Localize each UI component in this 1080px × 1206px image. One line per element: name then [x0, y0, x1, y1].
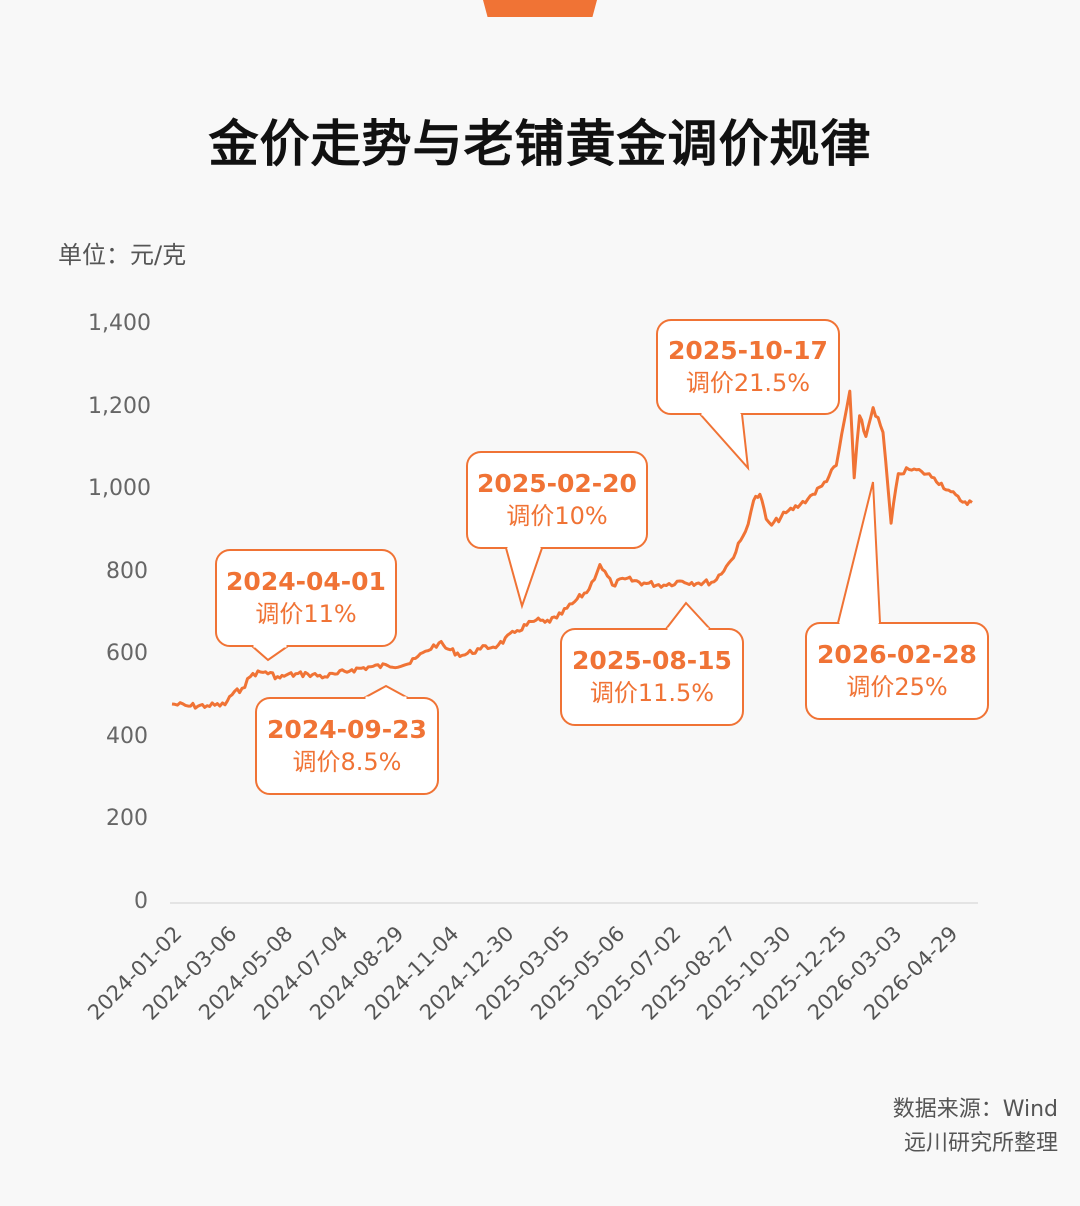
- y-tick-label: 400: [106, 723, 148, 749]
- callout-adjustment: 调价25%: [846, 673, 948, 701]
- callout-pointer: [837, 481, 881, 624]
- callout-adjustment: 调价21.5%: [685, 369, 811, 397]
- callout-box: [805, 622, 989, 720]
- unit-label: 单位：元/克: [58, 241, 187, 269]
- callout-text: 2026-02-28 调价25%: [806, 639, 988, 703]
- callout-date: 2025-02-20: [477, 469, 637, 498]
- callout-adjustment: 调价11.5%: [589, 679, 715, 707]
- y-tick-label: 1,200: [88, 393, 151, 419]
- callout-box: [215, 549, 397, 647]
- callout-box: [255, 697, 439, 795]
- source-note: 数据来源：Wind 远川研究所整理: [893, 1093, 1058, 1161]
- callout-pointer: [251, 645, 289, 662]
- top-accent-tab: [483, 0, 597, 17]
- callout-text: 2025-02-20 调价10%: [467, 468, 647, 532]
- callout-pointer: [699, 413, 750, 472]
- y-tick-label: 1,000: [88, 476, 151, 502]
- source-line: 数据来源：Wind: [892, 1097, 1058, 1122]
- callout-pointer: [505, 547, 543, 610]
- callout-date: 2024-04-01: [226, 567, 386, 596]
- callout-date: 2026-02-28: [817, 640, 977, 669]
- callout-box: [560, 628, 744, 726]
- y-tick-label: 0: [134, 889, 148, 914]
- y-tick-label: 1,400: [88, 311, 151, 336]
- callout-date: 2025-10-17: [668, 336, 828, 365]
- callout-date: 2025-08-15: [572, 646, 732, 675]
- y-tick-label: 600: [106, 641, 148, 667]
- callout-box: [656, 319, 840, 415]
- callout-text: 2025-08-15 调价11.5%: [561, 645, 743, 709]
- callout-adjustment: 调价11%: [255, 600, 357, 628]
- callout-adjustment: 调价10%: [506, 502, 608, 530]
- gold-price-line: [171, 389, 973, 710]
- credit-line: 远川研究所整理: [903, 1131, 1058, 1156]
- callout-box: [466, 451, 648, 549]
- callout-pointer: [363, 684, 409, 699]
- callout-date: 2024-09-23: [267, 715, 427, 744]
- callout-shapes: [215, 319, 989, 795]
- callout-adjustment: 调价8.5%: [292, 748, 402, 776]
- callout-text: 2025-10-17 调价21.5%: [657, 335, 839, 399]
- callout-text: 2024-04-01 调价11%: [216, 566, 396, 630]
- callout-pointer: [665, 601, 711, 630]
- chart-title: 金价走势与老铺黄金调价规律: [208, 115, 872, 173]
- callout-text: 2024-09-23 调价8.5%: [256, 714, 438, 778]
- y-tick-label: 200: [106, 806, 148, 832]
- y-tick-label: 800: [106, 558, 148, 584]
